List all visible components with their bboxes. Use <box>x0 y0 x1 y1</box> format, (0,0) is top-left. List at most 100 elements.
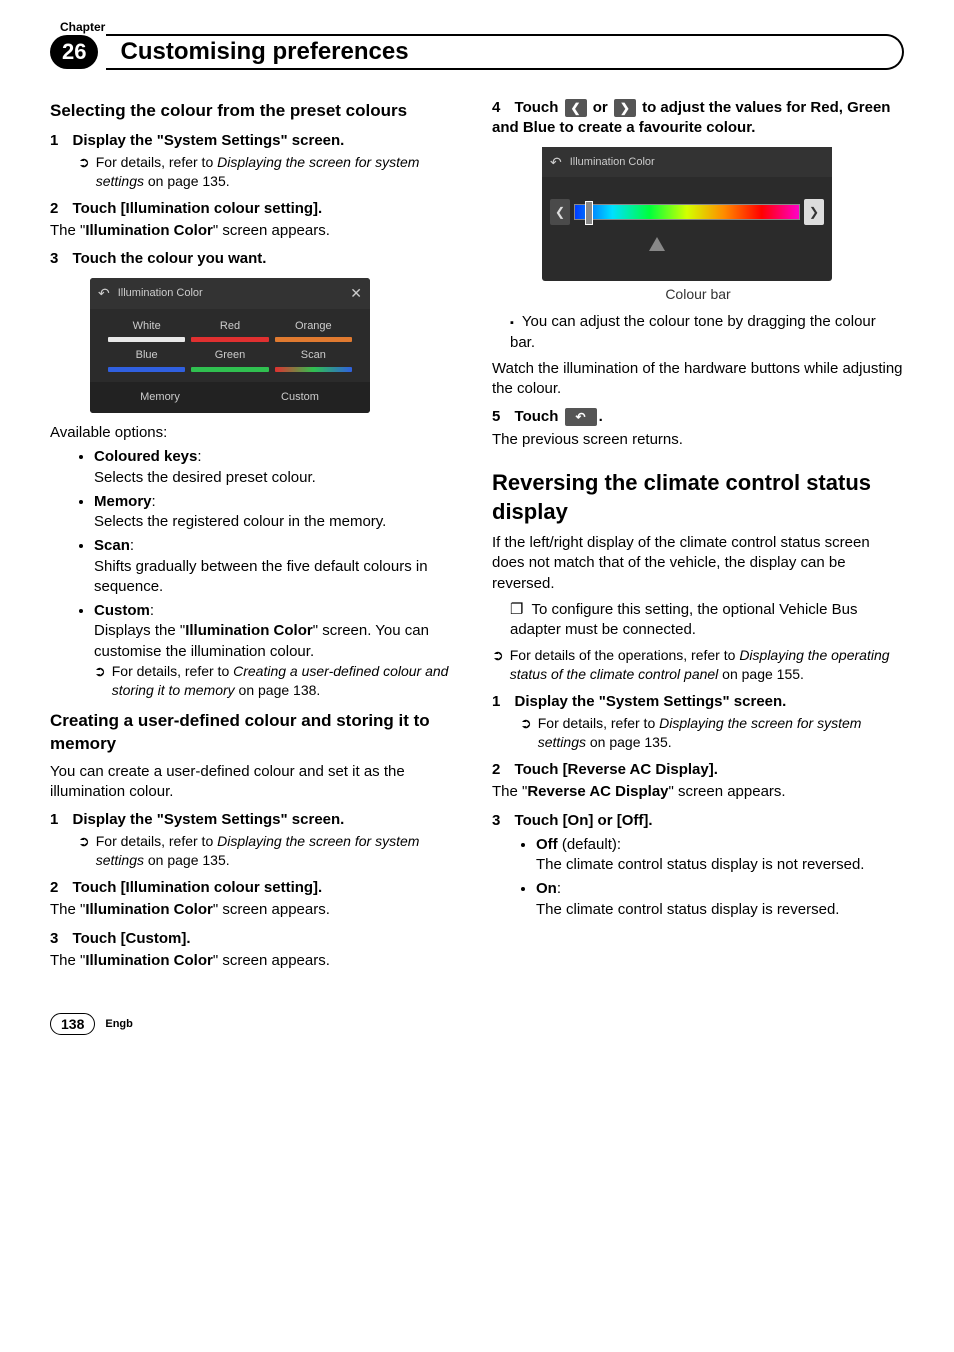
option-memory: Memory: Selects the registered colour in… <box>94 492 462 533</box>
colour-bar-screenshot: ↶ Illumination Color ❮ ❯ <box>542 147 832 282</box>
body-text: The "Illumination Color" screen appears. <box>50 221 462 241</box>
back-icon[interactable]: ↶ <box>98 284 110 303</box>
body-text: The previous screen returns. <box>492 430 904 450</box>
reference-text: For details, refer to Creating a user-de… <box>112 662 462 700</box>
reference-icon: ➲ <box>94 662 106 700</box>
step-number: 1 <box>492 693 500 710</box>
colour-swatch[interactable]: Orange <box>275 319 352 343</box>
back-button-icon[interactable]: ↶ <box>565 408 597 426</box>
body-text: The "Reverse AC Display" screen appears. <box>492 782 904 802</box>
right-column: 4 Touch ❮ or ❯ to adjust the values for … <box>492 90 904 973</box>
note-list: You can adjust the colour tone by draggi… <box>492 312 904 353</box>
reference-text: For details of the operations, refer to … <box>510 646 904 684</box>
step-number: 1 <box>50 811 58 828</box>
step-text: Touch [Custom]. <box>73 930 191 947</box>
step-text: Display the "System Settings" screen. <box>73 811 345 828</box>
colour-bar-caption: Colour bar <box>492 285 904 304</box>
slider-left-button[interactable]: ❮ <box>550 199 570 225</box>
step-number: 3 <box>492 812 500 829</box>
illumination-color-screenshot: ↶ Illumination Color ✕ WhiteRed Orange Blu… <box>90 278 370 413</box>
option-off: Off (default): The climate control statu… <box>536 835 904 876</box>
gradient-handle[interactable] <box>585 201 593 225</box>
step-number: 1 <box>50 132 58 149</box>
slider-right-button[interactable]: ❯ <box>804 199 824 225</box>
step-number: 2 <box>50 879 58 896</box>
available-options-label: Available options: <box>50 423 462 443</box>
step-text: Display the "System Settings" screen. <box>73 132 345 149</box>
step-5: 5 Touch ↶. <box>492 407 904 427</box>
option-on: On: The climate control status display i… <box>536 879 904 920</box>
options-list: Coloured keys: Selects the desired prese… <box>50 447 462 699</box>
heading-reversing-climate: Reversing the climate control status dis… <box>492 468 904 527</box>
page-number: 138 <box>50 1013 95 1035</box>
step-1: 1 Display the "System Settings" screen. <box>50 131 462 151</box>
colour-swatch-grid: WhiteRed Orange BlueGreen Scan <box>90 309 370 383</box>
screenshot-title: Illumination Color <box>570 155 655 170</box>
heading-preset-colours: Selecting the colour from the preset col… <box>50 100 462 123</box>
custom-button[interactable]: Custom <box>230 382 370 413</box>
step-2: 2 Touch [Illumination colour setting]. <box>50 199 462 219</box>
chapter-title: Customising preferences <box>120 38 408 65</box>
reference-text: For details, refer to Displaying the scr… <box>96 153 462 191</box>
reference-link: ➲ For details of the operations, refer t… <box>492 646 904 684</box>
reference-icon: ➲ <box>78 832 90 870</box>
step-text: Touch ❮ or ❯ to adjust the values for Re… <box>492 99 890 136</box>
reference-text: For details, refer to Displaying the scr… <box>96 832 462 870</box>
left-arrow-icon[interactable]: ❮ <box>565 99 587 117</box>
chapter-title-container: Customising preferences <box>106 34 904 70</box>
step-r2: 2 Touch [Reverse AC Display]. <box>492 760 904 780</box>
step-r3: 3 Touch [On] or [Off]. <box>492 811 904 831</box>
body-text: You can create a user-defined colour and… <box>50 762 462 803</box>
screenshot-header: ↶ Illumination Color ✕ <box>90 278 370 309</box>
screenshot-header: ↶ Illumination Color <box>542 147 832 178</box>
colour-swatch[interactable]: Red <box>191 319 268 343</box>
right-arrow-icon[interactable]: ❯ <box>614 99 636 117</box>
step-text: Touch [Illumination colour setting]. <box>73 879 323 896</box>
colour-swatch[interactable]: White <box>108 319 185 343</box>
screenshot-title: Illumination Color <box>118 286 203 301</box>
option-coloured-keys: Coloured keys: Selects the desired prese… <box>94 447 462 488</box>
step-number: 4 <box>492 99 500 116</box>
colour-swatch[interactable]: Green <box>191 348 268 372</box>
body-text: Watch the illumination of the hardware b… <box>492 359 904 400</box>
reference-icon: ➲ <box>520 714 532 752</box>
note-item: You can adjust the colour tone by draggi… <box>510 312 904 353</box>
back-icon[interactable]: ↶ <box>550 153 562 172</box>
reference-link: ➲ For details, refer to Displaying the s… <box>78 153 462 191</box>
step-number: 3 <box>50 250 58 267</box>
body-text: The "Illumination Color" screen appears. <box>50 951 462 971</box>
reference-link: ➲ For details, refer to Creating a user-… <box>94 662 462 700</box>
step-1b: 1 Display the "System Settings" screen. <box>50 810 462 830</box>
chapter-header: 26 Customising preferences <box>50 34 904 70</box>
colour-gradient-bar[interactable] <box>574 204 800 220</box>
config-note-item: To configure this setting, the optional … <box>510 600 904 641</box>
step-text: Display the "System Settings" screen. <box>515 693 787 710</box>
config-note-list: To configure this setting, the optional … <box>492 600 904 641</box>
step-3: 3 Touch the colour you want. <box>50 249 462 269</box>
heading-user-defined-colour: Creating a user-defined colour and stori… <box>50 710 462 756</box>
language-code: Engb <box>105 1018 133 1030</box>
reference-icon: ➲ <box>78 153 90 191</box>
chapter-number-badge: 26 <box>50 35 98 69</box>
body-text: If the left/right display of the climate… <box>492 533 904 594</box>
page-footer: 138 Engb <box>50 1013 904 1035</box>
step-text: Touch the colour you want. <box>73 250 267 267</box>
colour-slider-row: ❮ ❯ <box>542 177 832 231</box>
step-text: Touch [Reverse AC Display]. <box>515 761 718 778</box>
option-scan: Scan: Shifts gradually between the five … <box>94 536 462 597</box>
body-text: The "Illumination Color" screen appears. <box>50 900 462 920</box>
colour-swatch[interactable]: Blue <box>108 348 185 372</box>
screenshot-footer: Memory Custom <box>90 382 370 413</box>
close-icon[interactable]: ✕ <box>350 284 362 303</box>
step-4: 4 Touch ❮ or ❯ to adjust the values for … <box>492 98 904 139</box>
colour-swatch[interactable]: Scan <box>275 348 352 372</box>
option-custom: Custom: Displays the "Illumination Color… <box>94 601 462 700</box>
step-r1: 1 Display the "System Settings" screen. <box>492 692 904 712</box>
reference-link: ➲ For details, refer to Displaying the s… <box>520 714 904 752</box>
chapter-label: Chapter <box>60 20 904 34</box>
memory-button[interactable]: Memory <box>90 382 230 413</box>
reference-link: ➲ For details, refer to Displaying the s… <box>78 832 462 870</box>
reference-text: For details, refer to Displaying the scr… <box>538 714 904 752</box>
step-text: Touch [Illumination colour setting]. <box>73 200 323 217</box>
step-number: 5 <box>492 408 500 425</box>
